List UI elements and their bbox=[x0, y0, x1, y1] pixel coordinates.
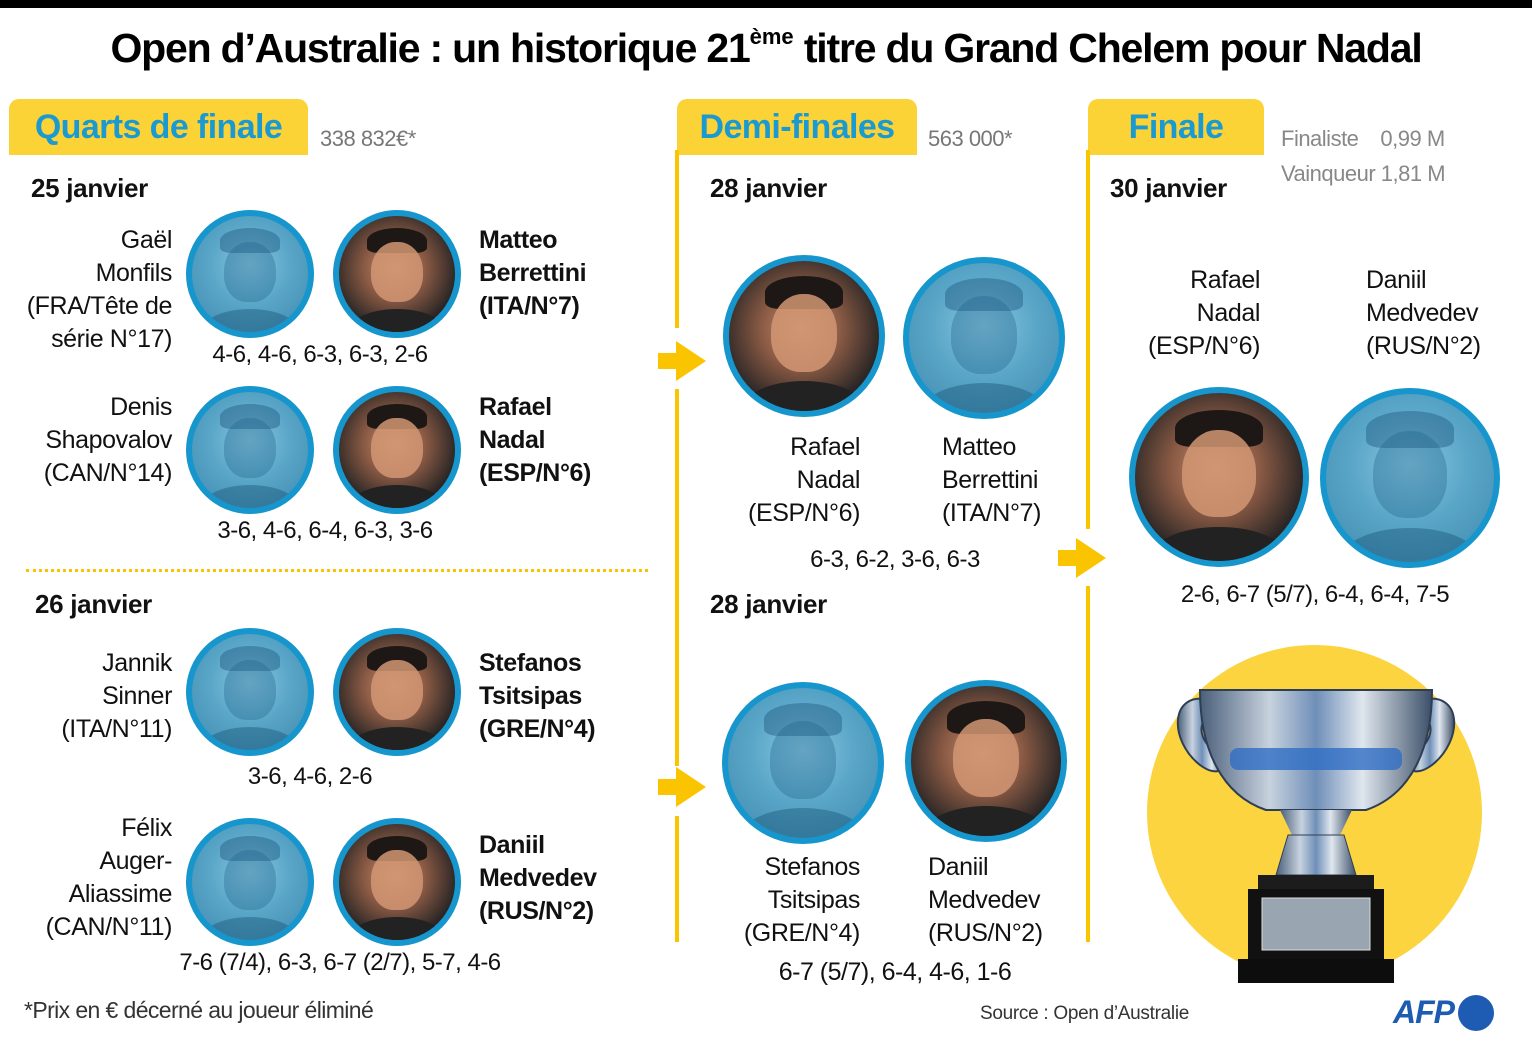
arrow-right-icon bbox=[1058, 538, 1106, 578]
trophy-icon bbox=[1176, 689, 1456, 983]
match-score: 6-3, 6-2, 3-6, 6-3 bbox=[810, 546, 980, 573]
semifinals-prize: 563 000* bbox=[928, 126, 1013, 151]
date-label: 30 janvier bbox=[1110, 173, 1227, 203]
source-credit: Source : Open d’Australie bbox=[980, 1003, 1190, 1024]
bracket-line bbox=[1086, 150, 1090, 529]
player-name: Rafael Nadal (ESP/N°6) bbox=[479, 393, 591, 487]
final-prize-finalist: Finaliste 0,99 M bbox=[1281, 126, 1445, 151]
afp-dot-icon bbox=[1458, 994, 1494, 1031]
player-avatar bbox=[333, 386, 461, 514]
date-label: 25 janvier bbox=[31, 173, 148, 203]
bracket-line bbox=[1086, 586, 1090, 942]
quarterfinals-prize: 338 832€* bbox=[320, 126, 416, 151]
match-score: 3-6, 4-6, 6-4, 6-3, 3-6 bbox=[217, 517, 433, 544]
player-name: Stefanos Tsitsipas (GRE/N°4) bbox=[743, 853, 861, 947]
top-bar bbox=[0, 0, 1532, 8]
player-name: Gaël Monfils (FRA/Tête de série N°17) bbox=[26, 226, 173, 353]
player-name: Daniil Medvedev (RUS/N°2) bbox=[1366, 266, 1481, 360]
arrow-right-icon bbox=[658, 341, 706, 381]
player-name: Félix Auger- Aliassime (CAN/N°11) bbox=[45, 814, 173, 941]
page-title: Open d’Australie : un historique 21ème t… bbox=[110, 24, 1422, 71]
player-avatar bbox=[1320, 388, 1500, 568]
player-avatar bbox=[905, 680, 1067, 842]
match-score: 3-6, 4-6, 2-6 bbox=[247, 763, 373, 790]
prize-footnote: *Prix en € décerné au joueur éliminé bbox=[24, 997, 374, 1023]
date-label: 26 janvier bbox=[35, 589, 152, 619]
final-tab: Finale bbox=[1088, 99, 1264, 155]
player-avatar bbox=[723, 255, 885, 417]
afp-logo: AFP bbox=[1393, 994, 1494, 1031]
arrow-right-icon bbox=[658, 767, 706, 807]
day-divider bbox=[26, 569, 648, 572]
player-avatar bbox=[333, 628, 461, 756]
player-avatar bbox=[186, 818, 314, 946]
date-label: 28 janvier bbox=[710, 173, 827, 203]
player-avatar bbox=[186, 210, 314, 338]
bracket-line bbox=[675, 389, 679, 766]
player-name: Matteo Berrettini (ITA/N°7) bbox=[479, 226, 587, 320]
player-avatar bbox=[903, 257, 1065, 419]
match-score: 6-7 (5/7), 6-4, 4-6, 1-6 bbox=[778, 958, 1012, 986]
player-avatar bbox=[722, 682, 884, 844]
player-name: Stefanos Tsitsipas (GRE/N°4) bbox=[479, 649, 596, 743]
bracket-line bbox=[675, 816, 679, 942]
player-name: Jannik Sinner (ITA/N°11) bbox=[61, 649, 172, 743]
player-avatar bbox=[333, 818, 461, 946]
bracket-line bbox=[675, 150, 679, 328]
player-name: Rafael Nadal (ESP/N°6) bbox=[1148, 266, 1260, 360]
quarterfinals-tab: Quarts de finale bbox=[9, 99, 308, 155]
player-name: Daniil Medvedev (RUS/N°2) bbox=[928, 853, 1043, 947]
player-name: Rafael Nadal (ESP/N°6) bbox=[748, 433, 860, 527]
date-label: 28 janvier bbox=[710, 589, 827, 619]
final-prize-winner: Vainqueur 1,81 M bbox=[1281, 161, 1446, 186]
match-score: 2-6, 6-7 (5/7), 6-4, 6-4, 7-5 bbox=[1180, 581, 1450, 608]
semifinals-tab: Demi-finales bbox=[677, 99, 917, 155]
player-avatar bbox=[333, 210, 461, 338]
player-name: Matteo Berrettini (ITA/N°7) bbox=[942, 433, 1041, 527]
match-score: 7-6 (7/4), 6-3, 6-7 (2/7), 5-7, 4-6 bbox=[179, 949, 501, 976]
player-name: Daniil Medvedev (RUS/N°2) bbox=[479, 831, 597, 925]
player-name: Denis Shapovalov (CAN/N°14) bbox=[43, 393, 173, 487]
player-avatar bbox=[186, 628, 314, 756]
player-avatar bbox=[186, 386, 314, 514]
match-score: 4-6, 4-6, 6-3, 6-3, 2-6 bbox=[212, 341, 428, 368]
player-avatar bbox=[1129, 387, 1309, 567]
